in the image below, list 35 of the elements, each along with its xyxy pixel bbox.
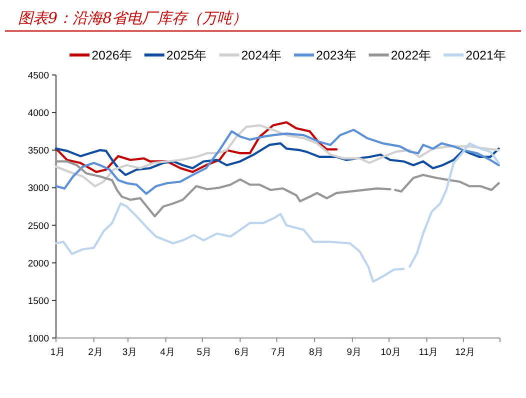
legend-label: 2026年: [92, 48, 132, 62]
x-tick-label: 4月: [160, 347, 176, 358]
x-tick-label: 2月: [88, 347, 104, 358]
y-tick-label: 2000: [28, 258, 49, 270]
legend-label: 2024年: [241, 48, 282, 62]
line-series: [54, 142, 500, 176]
line-series: [394, 174, 500, 193]
line-series: [408, 142, 500, 268]
x-tick-label: 8月: [308, 347, 324, 358]
line-series: [54, 124, 500, 188]
y-tick-label: 1000: [28, 334, 49, 344]
line-series: [54, 121, 338, 174]
x-tick-label: 6月: [234, 347, 250, 358]
y-tick-label: 2500: [28, 220, 49, 232]
legend-label: 2023年: [316, 48, 357, 62]
x-tick-label: 12月: [455, 347, 476, 358]
y-tick-label: 4000: [28, 108, 49, 120]
x-tick-label: 1月: [50, 347, 66, 358]
x-tick-label: 9月: [346, 347, 362, 358]
y-tick-label: 1500: [28, 296, 49, 307]
line-series: [54, 160, 392, 218]
y-tick-label: 3000: [28, 183, 49, 194]
x-tick-label: 7月: [271, 347, 286, 358]
y-tick-label: 4500: [28, 70, 49, 82]
x-tick-label: 3月: [122, 347, 138, 358]
chart-title: 图表9：沿海8省电厂库存（万吨）: [18, 9, 248, 27]
line-series: [54, 128, 500, 195]
legend-label: 2021年: [466, 48, 506, 62]
x-tick-label: 11月: [418, 347, 439, 358]
y-tick-label: 3500: [28, 146, 49, 157]
x-tick-label: 5月: [196, 347, 212, 358]
x-tick-label: 10月: [380, 347, 402, 358]
legend-label: 2025年: [166, 48, 208, 62]
legend-label: 2022年: [390, 48, 432, 62]
line-series: [54, 202, 405, 283]
